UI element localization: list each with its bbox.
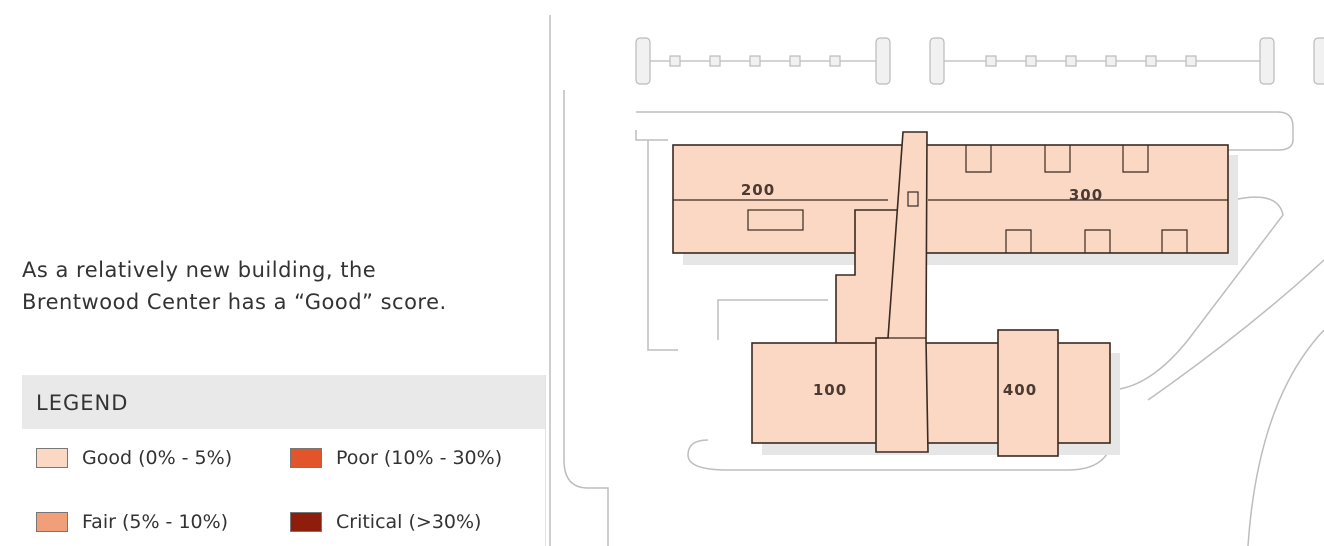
legend-item: Good (0% - 5%) bbox=[36, 447, 232, 469]
legend: LEGEND Good (0% - 5%) Poor (10% - 30%) Fai… bbox=[22, 375, 546, 546]
parking bbox=[635, 37, 1324, 85]
building-label: 100 bbox=[813, 381, 847, 399]
legend-item: Poor (10% - 30%) bbox=[290, 447, 502, 469]
legend-label: Good (0% - 5%) bbox=[82, 447, 233, 469]
buildings bbox=[672, 131, 1229, 457]
legend-swatch bbox=[290, 448, 322, 468]
legend-swatch bbox=[36, 448, 68, 468]
description: As a relatively new building, the Brentw… bbox=[22, 254, 562, 318]
description-line: As a relatively new building, the bbox=[22, 258, 377, 282]
building-details bbox=[673, 145, 1228, 339]
legend-swatch bbox=[36, 512, 68, 532]
building-label: 400 bbox=[1003, 381, 1037, 399]
building-wing bbox=[997, 329, 1059, 457]
legend-label: Fair (5% - 10%) bbox=[82, 511, 229, 533]
legend-swatch bbox=[290, 512, 322, 532]
description-line: Brentwood Center has a “Good” score. bbox=[22, 290, 447, 314]
legend-label: Critical (>30%) bbox=[336, 511, 482, 533]
site-lines bbox=[549, 15, 1324, 546]
legend-label: Poor (10% - 30%) bbox=[336, 447, 503, 469]
site-plan: 200 300 100 400 bbox=[549, 15, 1324, 546]
building-label: 200 bbox=[741, 181, 775, 199]
legend-title: LEGEND bbox=[22, 375, 545, 429]
legend-item: Fair (5% - 10%) bbox=[36, 511, 228, 533]
building-wing bbox=[672, 144, 1229, 254]
building-label: 300 bbox=[1069, 186, 1103, 204]
legend-item: Critical (>30%) bbox=[290, 511, 481, 533]
